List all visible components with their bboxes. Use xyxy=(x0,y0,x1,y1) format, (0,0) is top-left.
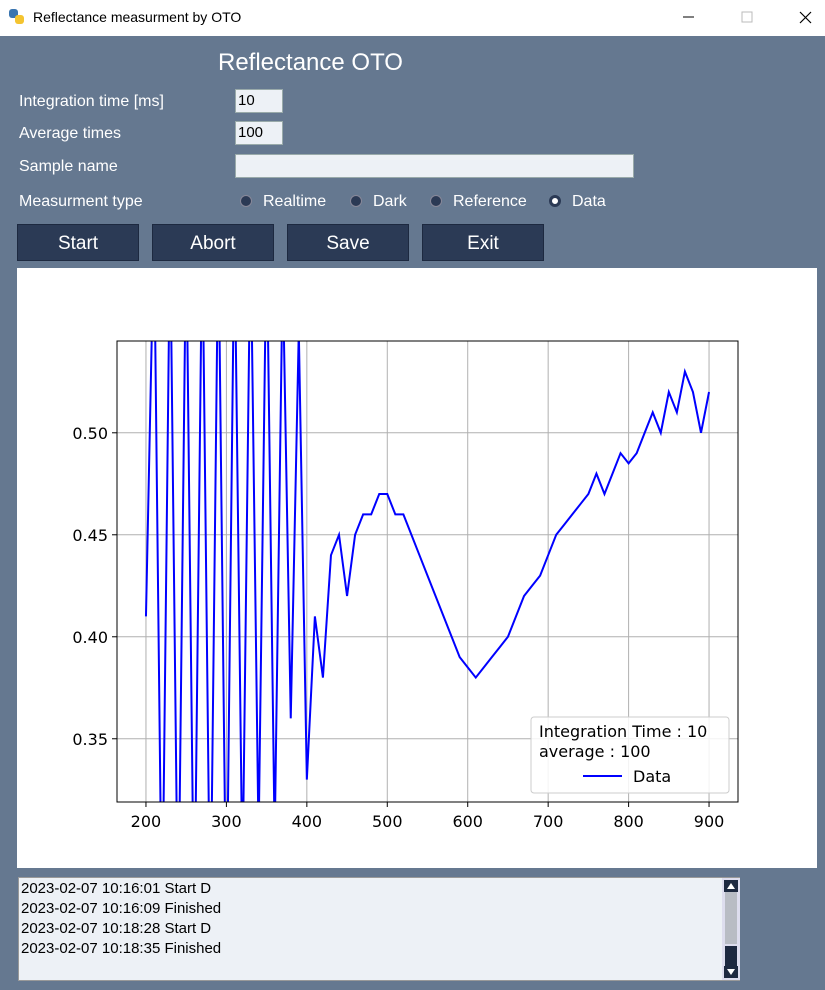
app-icon xyxy=(9,9,24,24)
log-line: 2023-02-07 10:18:28 Start D xyxy=(21,920,212,937)
window-controls[interactable] xyxy=(670,0,825,36)
x-tick-label: 700 xyxy=(533,812,564,831)
log-line: 2023-02-07 10:16:01 Start D xyxy=(21,880,212,897)
average-input[interactable]: 100 xyxy=(235,121,283,145)
radio-label: Reference xyxy=(453,193,527,210)
x-tick-label: 300 xyxy=(211,812,242,831)
radio-button[interactable] xyxy=(549,195,561,207)
x-tick-label: 400 xyxy=(292,812,323,831)
header-title: Reflectance OTO xyxy=(218,49,403,76)
radio-label: Dark xyxy=(373,193,407,210)
y-tick-label: 0.40 xyxy=(72,628,108,647)
radio-button[interactable] xyxy=(350,195,362,207)
chart-panel: 200 300 400 500 600 700 800 900 0.35 0.40 0.45 0.50… xyxy=(17,268,817,868)
radio-button[interactable] xyxy=(430,195,442,207)
legend-box xyxy=(530,716,730,794)
y-tick-label: 0.35 xyxy=(72,730,108,749)
button[interactable]: Exit xyxy=(422,224,544,261)
log-box: 2023-02-07 10:16:01 Start D 2023-02-07 10… xyxy=(18,877,740,981)
sample-input[interactable] xyxy=(235,154,634,178)
x-tick-label: 200 xyxy=(131,812,162,831)
log-line: 2023-02-07 10:18:35 Finished xyxy=(21,940,222,957)
radio-label: Realtime xyxy=(263,193,327,210)
scrollbar[interactable] xyxy=(722,878,740,980)
data-line xyxy=(144,341,711,802)
radio-label: Data xyxy=(572,193,606,210)
plot-frame xyxy=(116,340,739,803)
field-label: Sample name xyxy=(19,158,118,175)
legend-annotation: average : 100 xyxy=(539,742,651,761)
chart: 200 300 400 500 600 700 800 900 0.35 0.40 0.45 0.50… xyxy=(72,340,739,831)
button[interactable]: Abort xyxy=(152,224,274,261)
window-title: Reflectance measurment by OTO xyxy=(33,9,242,25)
field-label: Integration time [ms] xyxy=(19,93,164,110)
y-tick-label: 0.45 xyxy=(72,526,108,545)
button[interactable]: Save xyxy=(287,224,409,261)
x-tick-label: 900 xyxy=(694,812,725,831)
field-label: Measurment type xyxy=(19,193,143,210)
button[interactable]: Start xyxy=(17,224,139,261)
title-bar: Reflectance measurment by OTO xyxy=(0,0,825,36)
integration-input[interactable]: 10 xyxy=(235,89,283,113)
legend-label: Data xyxy=(633,767,671,786)
log-line: 2023-02-07 10:16:09 Finished xyxy=(21,900,222,917)
field-label: Average times xyxy=(19,125,121,142)
radio-button[interactable] xyxy=(240,195,252,207)
x-tick-label: 800 xyxy=(613,812,644,831)
x-tick-label: 600 xyxy=(452,812,483,831)
legend-annotation: Integration Time : 10 xyxy=(539,722,707,741)
y-tick-label: 0.50 xyxy=(72,424,108,443)
x-tick-label: 500 xyxy=(372,812,403,831)
